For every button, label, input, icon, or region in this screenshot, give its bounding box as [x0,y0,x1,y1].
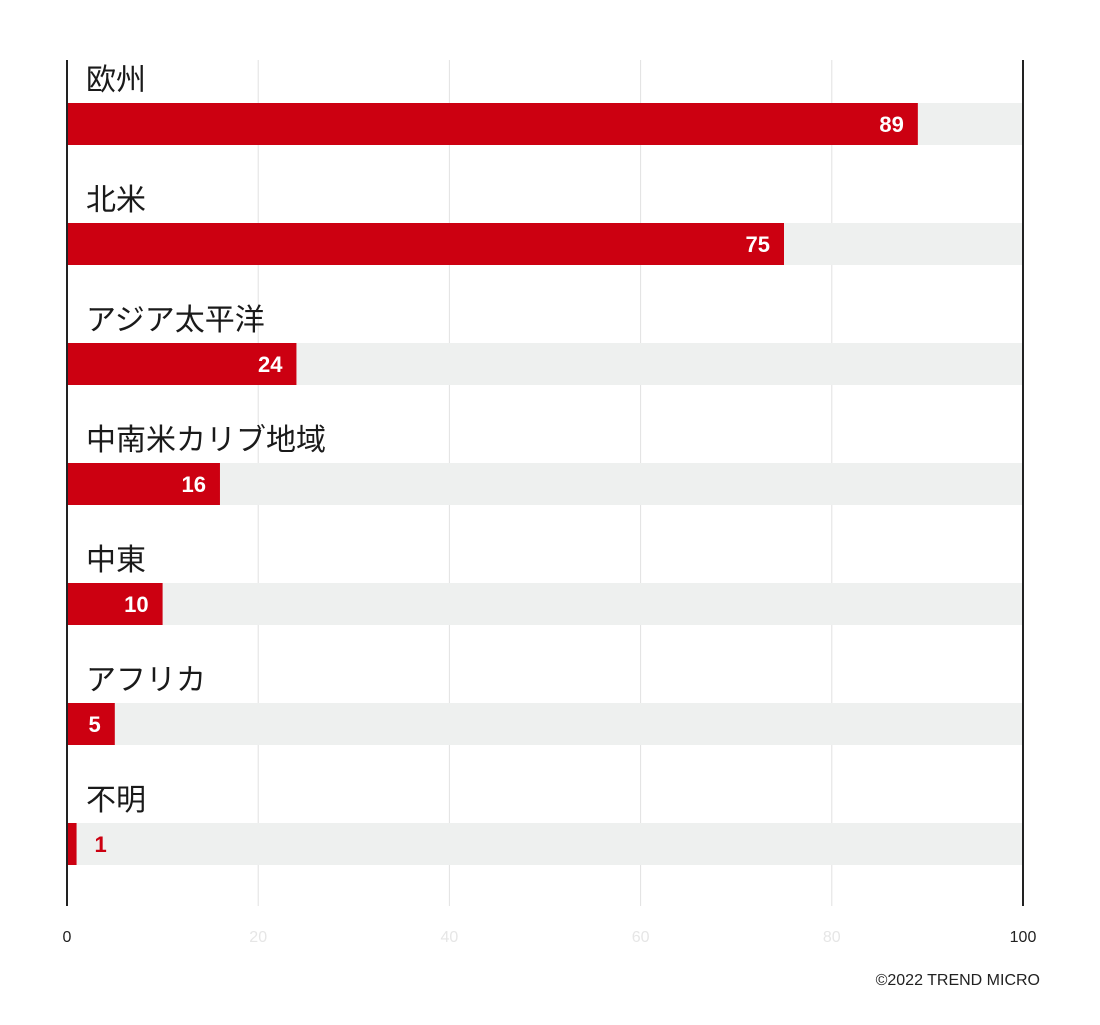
bar-track [67,583,1023,625]
x-tick-label: 40 [441,929,459,946]
x-tick-label: 0 [63,929,72,946]
category-label: アジア太平洋 [86,303,265,338]
bar [67,463,220,505]
bar [67,703,115,745]
category-label: アフリカ [86,663,206,698]
data-label: 24 [258,352,283,377]
bar [67,223,784,265]
x-tick-label: 80 [823,929,841,946]
bar-track [67,823,1023,865]
bar-track [67,463,1023,505]
category-label: 北米 [86,183,146,218]
data-label: 10 [124,592,148,617]
category-label: 欧州 [86,63,146,98]
bar [67,103,918,145]
data-label: 1 [95,832,107,857]
bar-track [67,703,1023,745]
x-tick-label: 20 [249,929,267,946]
data-label: 75 [746,232,770,257]
category-label: 中東 [86,543,146,578]
data-label: 5 [89,712,101,737]
bar [67,343,297,385]
category-label: 不明 [86,783,146,818]
x-tick-label: 60 [632,929,650,946]
data-label: 16 [181,472,205,497]
x-tick-label: 100 [1010,929,1037,946]
bar [67,823,77,865]
bar [67,583,163,625]
category-label: 中南米カリブ地域 [86,423,326,458]
copyright: ©2022 TREND MICRO [875,972,1040,989]
data-label: 89 [879,112,903,137]
